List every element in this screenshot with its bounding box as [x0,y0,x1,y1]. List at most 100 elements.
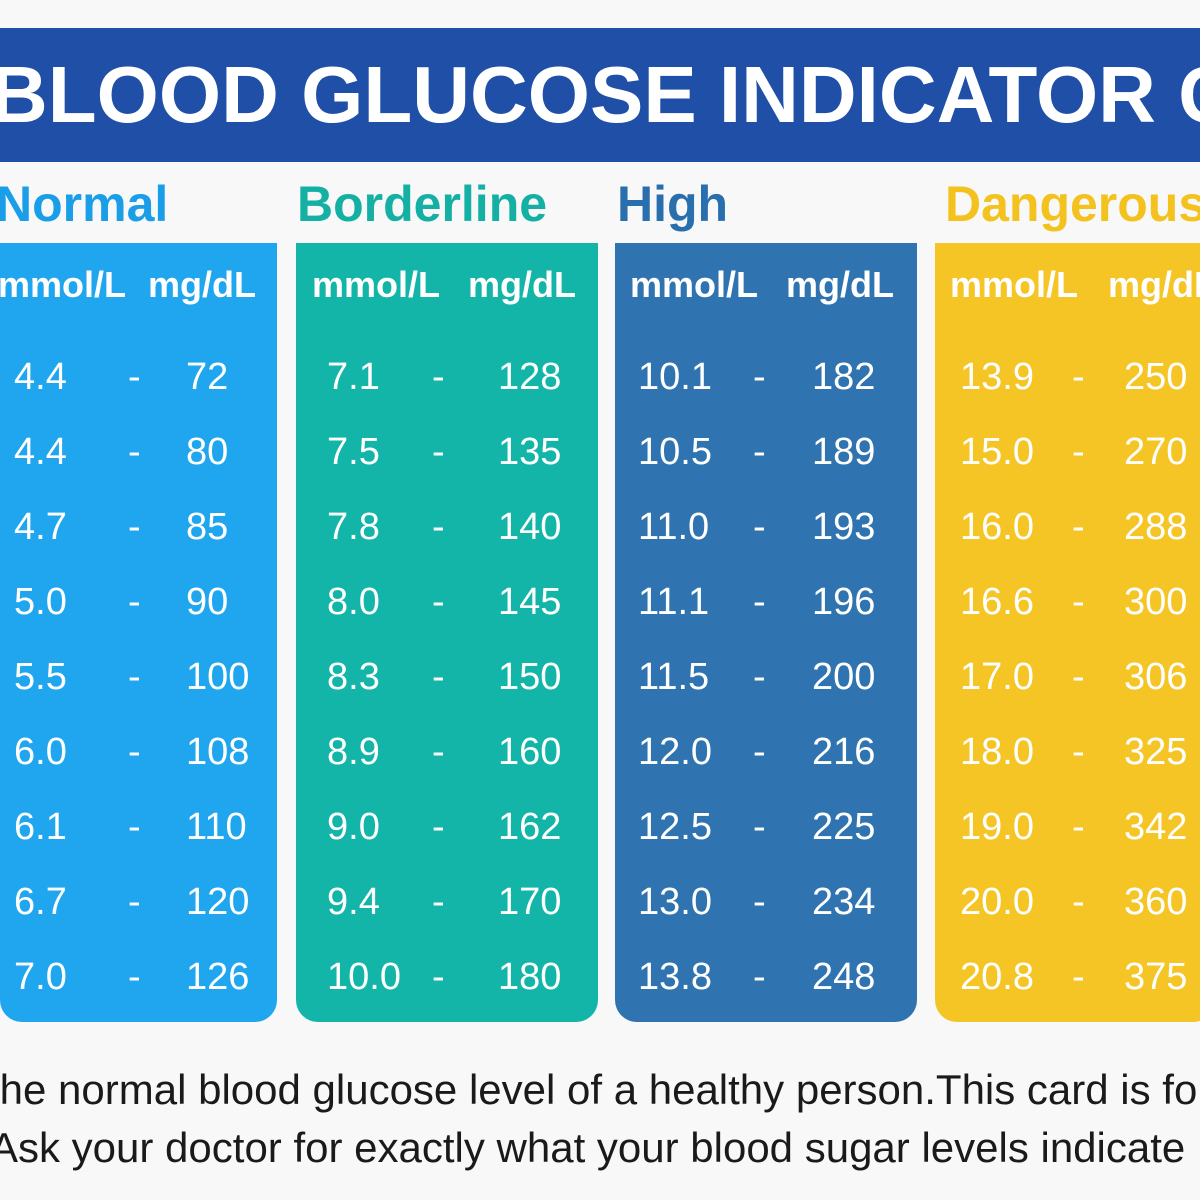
mmol-value: 7.8 [327,506,380,548]
mgdl-value: 145 [498,581,562,623]
unit-header-mgdl: mg/dL [148,264,256,305]
footer-line-1: The normal blood glucose level of a heal… [0,1066,1198,1113]
mgdl-value: 180 [498,956,562,998]
range-separator: - [432,806,445,848]
category-panel-high: mmol/L mg/dL 10.1-182 10.5-189 11.0-193 11.1-… [615,243,917,1022]
range-separator: - [432,956,445,998]
mmol-value: 17.0 [960,656,1034,698]
range-separator: - [753,656,766,698]
range-separator: - [753,356,766,398]
mmol-value: 9.0 [327,806,380,848]
mgdl-value: 170 [498,881,562,923]
mgdl-value: 135 [498,431,562,473]
mgdl-value: 100 [186,656,250,698]
range-separator: - [432,506,445,548]
range-separator: - [432,881,445,923]
range-separator: - [753,506,766,548]
mmol-value: 11.0 [638,506,710,548]
mmol-value: 8.0 [327,581,380,623]
mmol-value: 4.7 [14,506,67,548]
category-label-dangerous: Dangerous [945,176,1200,232]
mmol-value: 10.0 [327,956,401,998]
range-separator: - [128,431,141,473]
mmol-value: 13.9 [960,356,1034,398]
mgdl-value: 196 [812,581,876,623]
mmol-value: 7.1 [327,356,380,398]
category-label-normal: Normal [0,176,169,232]
mmol-value: 5.5 [14,656,67,698]
mgdl-value: 250 [1124,356,1188,398]
mgdl-value: 225 [812,806,876,848]
mgdl-value: 140 [498,506,562,548]
title-banner: BLOOD GLUCOSE INDICATOR CARD [0,28,1200,162]
mgdl-value: 126 [186,956,250,998]
mmol-value: 11.5 [638,656,710,698]
footer-line-2: Ask your doctor for exactly what your bl… [0,1124,1186,1171]
mgdl-value: 325 [1124,731,1188,773]
range-separator: - [1072,806,1085,848]
range-separator: - [1072,506,1085,548]
range-separator: - [1072,356,1085,398]
mmol-value: 10.5 [638,431,712,473]
mgdl-value: 80 [186,431,229,473]
range-separator: - [753,431,766,473]
range-separator: - [432,731,445,773]
range-separator: - [753,806,766,848]
mgdl-value: 248 [812,956,876,998]
mgdl-value: 162 [498,806,562,848]
range-separator: - [1072,956,1085,998]
range-separator: - [1072,731,1085,773]
range-separator: - [1072,656,1085,698]
mmol-value: 4.4 [14,431,67,473]
range-separator: - [128,506,141,548]
mmol-value: 18.0 [960,731,1034,773]
mgdl-value: 72 [186,356,229,398]
category-panel-dangerous: mmol/Lmg/dL13.9-25015.0-27016.0-28816.6-… [935,243,1200,1022]
unit-header-mmol: mmol/L [630,264,759,305]
mgdl-value: 300 [1124,581,1188,623]
range-separator: - [432,581,445,623]
range-separator: - [753,731,766,773]
range-separator: - [1072,431,1085,473]
range-separator: - [432,656,445,698]
range-separator: - [128,806,141,848]
category-label-high: High [617,176,729,232]
category-panel-borderline: mmol/L mg/dL 7.1 - 128 7.5 - 135 7.8 - 140 8.0 - 145 8… [296,243,598,1022]
mmol-value: 12.5 [638,806,712,848]
range-separator: - [753,881,766,923]
mmol-value: 7.5 [327,431,380,473]
mgdl-value: 270 [1124,431,1188,473]
category-label-borderline: Borderline [297,176,548,232]
range-separator: - [128,356,141,398]
mmol-value: 13.8 [638,956,712,998]
range-separator: - [1072,881,1085,923]
mgdl-value: 110 [186,806,247,848]
range-separator: - [753,581,766,623]
mgdl-value: 182 [812,356,876,398]
mmol-value: 10.1 [638,356,712,398]
unit-header-mmol: mmol/L [950,264,1079,305]
mgdl-value: 193 [812,506,876,548]
mmol-value: 9.4 [327,881,380,923]
mgdl-value: 288 [1124,506,1188,548]
mmol-value: 8.3 [327,656,380,698]
mgdl-value: 306 [1124,656,1188,698]
range-separator: - [432,356,445,398]
mmol-value: 6.7 [14,881,67,923]
unit-header-mgdl: mg/dL [468,264,576,305]
unit-header-mmol: mmol/L [0,264,127,305]
range-separator: - [128,881,141,923]
range-separator: - [432,431,445,473]
range-separator: - [128,656,141,698]
mgdl-value: 108 [186,731,250,773]
mgdl-value: 189 [812,431,876,473]
unit-header-mgdl: mg/dL [1108,264,1200,305]
mmol-value: 12.0 [638,731,712,773]
mmol-value: 16.0 [960,506,1034,548]
category-panel-normal: mmol/L mg/dL 4.4 - 72 4.4 - 80 4.7 - 85 5.0 - 90 5.5 - 1… [0,243,277,1022]
mmol-value: 13.0 [638,881,712,923]
mgdl-value: 85 [186,506,229,548]
mmol-value: 19.0 [960,806,1034,848]
mgdl-value: 375 [1124,956,1188,998]
mgdl-value: 150 [498,656,562,698]
